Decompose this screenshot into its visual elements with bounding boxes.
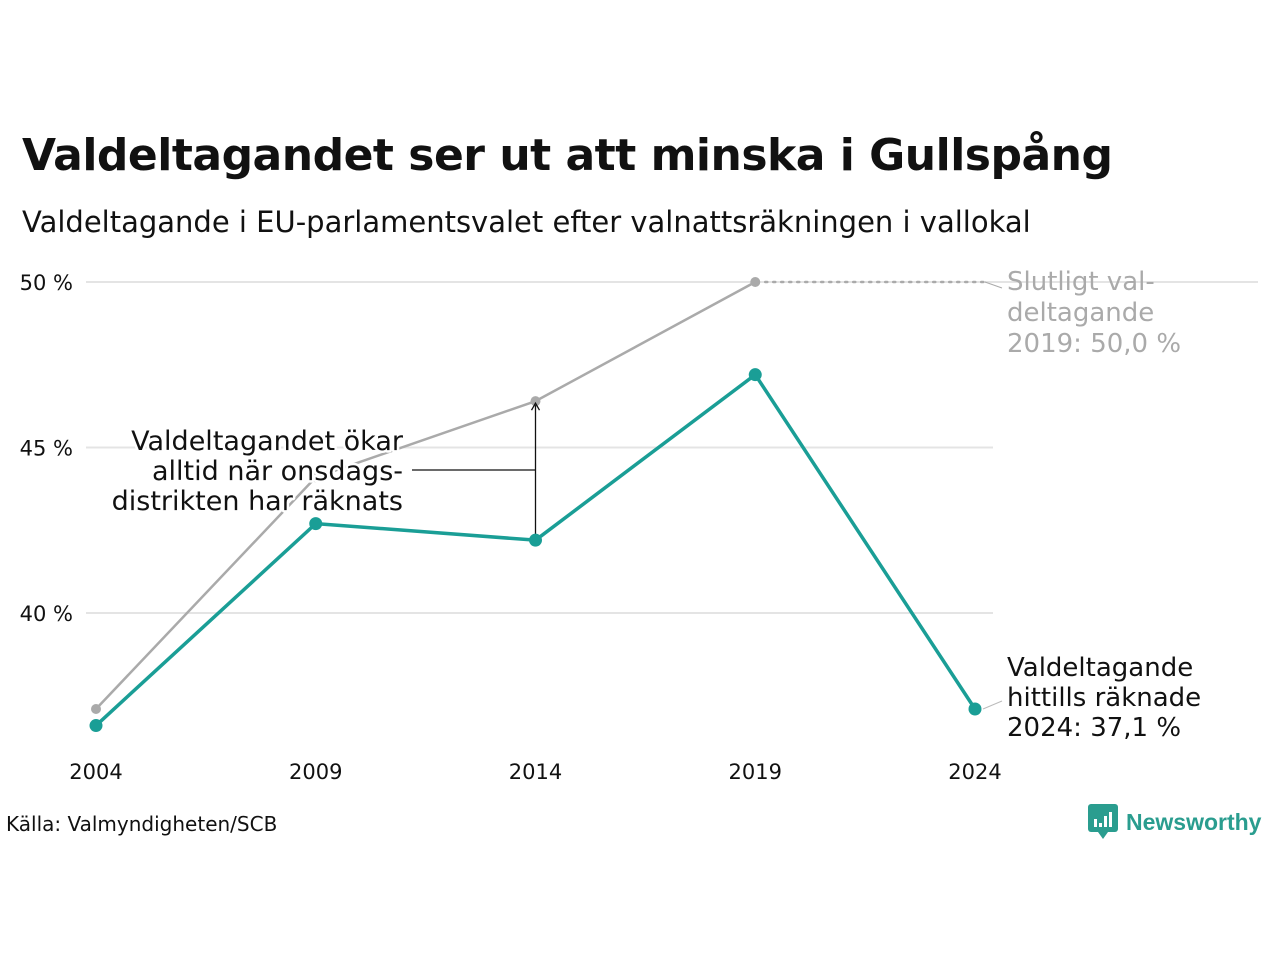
election-night-turnout-point <box>529 533 542 547</box>
annotation-final-2019-line: deltagande <box>1007 298 1154 328</box>
final-turnout-line <box>95 280 756 710</box>
y-tick-label: 50 % <box>20 271 73 295</box>
election-night-turnout-point <box>748 368 762 382</box>
current-2024-connector <box>982 700 1003 710</box>
final-2019-connector <box>984 281 1003 289</box>
x-tick-label: 2019 <box>729 760 782 784</box>
y-tick-label: 45 % <box>20 437 73 461</box>
annotation-final-2019-line: 2019: 50,0 % <box>1007 329 1181 359</box>
x-tick-label: 2024 <box>948 760 1001 784</box>
election-night-turnout-point <box>89 719 103 733</box>
final-turnout-point <box>530 396 541 407</box>
annotation-wednesday-line: alltid när onsdags- <box>152 456 403 487</box>
chart-subtitle: Valdeltagande i EU-parlamentsvalet efter… <box>22 205 1031 239</box>
final-turnout-point <box>750 277 761 287</box>
election-night-turnout-point <box>309 517 323 531</box>
annotation-final-2019-line: Slutligt val- <box>1007 267 1155 297</box>
x-tick-label: 2014 <box>509 760 562 784</box>
final-turnout-point <box>91 703 101 714</box>
election-night-turnout-point <box>968 702 982 716</box>
annotation-wednesday-line: distrikten har räknats <box>112 486 403 517</box>
annotation-arrow-head <box>530 401 541 411</box>
newsworthy-icon <box>1088 804 1118 839</box>
y-tick-label: 40 % <box>20 602 73 626</box>
brand-name: Newsworthy <box>1126 808 1262 835</box>
chart-title: Valdeltagandet ser ut att minska i Gulls… <box>22 130 1113 181</box>
newsworthy-logo: Newsworthy <box>1088 804 1261 840</box>
annotation-current-2024-line: 2024: 37,1 % <box>1007 713 1181 743</box>
annotation-wednesday-line: Valdeltagandet ökar <box>131 426 404 457</box>
x-tick-label: 2004 <box>69 760 122 784</box>
x-tick-label: 2009 <box>289 760 342 784</box>
annotation-current-2024-line: Valdeltagande <box>1007 653 1193 683</box>
source-note: Källa: Valmyndigheten/SCB <box>6 812 278 836</box>
annotation-current-2024-line: hittills räknade <box>1007 683 1201 713</box>
final-turnout-point <box>310 472 321 483</box>
